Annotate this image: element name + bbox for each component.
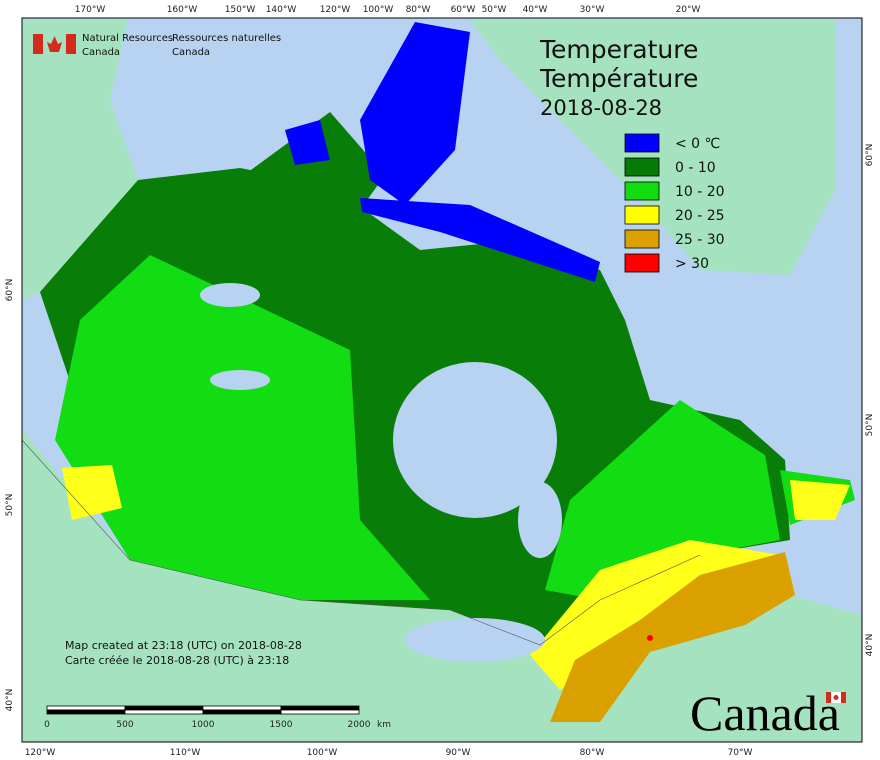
org-name: Canada bbox=[172, 47, 210, 58]
longitude-label: 140°W bbox=[266, 5, 297, 15]
longitude-label: 60°W bbox=[451, 5, 476, 15]
scale-segment bbox=[202, 705, 282, 711]
title: Température bbox=[539, 64, 698, 93]
zone-below-0-strip bbox=[360, 198, 600, 282]
scale-label: 2000 bbox=[348, 720, 371, 730]
alaska bbox=[22, 20, 138, 300]
legend-swatch bbox=[624, 133, 660, 153]
flag-band bbox=[66, 34, 76, 54]
legend-label: 10 - 20 bbox=[675, 184, 725, 200]
latitude-label: 40°N bbox=[5, 689, 15, 712]
longitude-label: 110°W bbox=[170, 748, 201, 758]
legend-label: 20 - 25 bbox=[675, 208, 725, 224]
longitude-label: 100°W bbox=[307, 748, 338, 758]
scale-label: 500 bbox=[116, 720, 133, 730]
legend-label: < 0 ℃ bbox=[675, 136, 720, 152]
scale-segment bbox=[46, 705, 126, 711]
longitude-label: 70°W bbox=[728, 748, 753, 758]
legend-swatch bbox=[624, 229, 660, 249]
us-land bbox=[22, 430, 862, 742]
great-slave-lake bbox=[210, 370, 270, 390]
frame bbox=[21, 17, 863, 743]
longitude-label: 50°W bbox=[482, 5, 507, 15]
scale-segment bbox=[280, 709, 360, 715]
zone-20-25-bc bbox=[62, 465, 122, 520]
org-name: Ressources naturelles bbox=[172, 33, 281, 44]
latitude-label: 50°N bbox=[865, 414, 875, 437]
scale-segment bbox=[124, 705, 204, 711]
latitude-label: 60°N bbox=[865, 144, 875, 167]
legend-swatch bbox=[624, 253, 660, 273]
longitude-label: 80°W bbox=[406, 5, 431, 15]
border bbox=[21, 439, 701, 646]
great-lakes bbox=[405, 618, 545, 662]
zone-20-25-nl bbox=[790, 480, 850, 520]
zone-10-20 bbox=[55, 255, 430, 600]
org-name: Canada bbox=[82, 47, 120, 58]
longitude-label: 30°W bbox=[580, 5, 605, 15]
longitude-label: 170°W bbox=[75, 5, 106, 15]
scale-segment bbox=[280, 705, 360, 711]
scale-label: 1500 bbox=[270, 720, 293, 730]
scale-label: 0 bbox=[44, 720, 50, 730]
zone-below-0 bbox=[360, 22, 470, 205]
hudson-bay bbox=[393, 362, 557, 518]
longitude-label: 100°W bbox=[363, 5, 394, 15]
longitude-label: 120°W bbox=[320, 5, 351, 15]
wordmark-flag bbox=[833, 695, 839, 700]
map-area bbox=[21, 17, 863, 743]
legend-label: > 30 bbox=[675, 256, 709, 272]
date: 2018-08-28 bbox=[540, 96, 662, 120]
longitude-label: 160°W bbox=[167, 5, 198, 15]
org-name: Natural Resources bbox=[82, 33, 173, 44]
wordmark: Canada bbox=[690, 685, 840, 741]
latitude-label: 60°N bbox=[5, 279, 15, 302]
flag-band bbox=[33, 34, 43, 54]
longitude-label: 120°W bbox=[25, 748, 56, 758]
longitude-label: 40°W bbox=[523, 5, 548, 15]
scale-segment bbox=[46, 709, 126, 715]
legend-label: 25 - 30 bbox=[675, 232, 725, 248]
footer-note: Carte créée le 2018-08-28 (UTC) à 23:18 bbox=[65, 654, 289, 667]
scale-segment bbox=[124, 709, 204, 715]
james-bay bbox=[518, 482, 562, 558]
title: Temperature bbox=[539, 35, 698, 64]
scale-label: 1000 bbox=[192, 720, 215, 730]
zone-0-10-islands bbox=[240, 112, 385, 238]
longitude-label: 150°W bbox=[225, 5, 256, 15]
zone-25-30 bbox=[550, 552, 795, 722]
latitude-label: 50°N bbox=[5, 494, 15, 517]
zone-below-0-west bbox=[285, 120, 330, 165]
great-bear-lake bbox=[200, 283, 260, 307]
latitude-label: 40°N bbox=[865, 634, 875, 657]
legend-swatch bbox=[624, 205, 660, 225]
scale-segment bbox=[202, 709, 282, 715]
longitude-label: 20°W bbox=[676, 5, 701, 15]
legend-swatch bbox=[624, 157, 660, 177]
longitude-label: 90°W bbox=[446, 748, 471, 758]
footer-note: Map created at 23:18 (UTC) on 2018-08-28 bbox=[65, 639, 302, 652]
longitude-label: 80°W bbox=[580, 748, 605, 758]
scale-unit: km bbox=[377, 720, 391, 730]
legend-swatch bbox=[624, 181, 660, 201]
flag-leaf bbox=[47, 36, 62, 52]
zone-above-30 bbox=[647, 635, 653, 641]
legend-label: 0 - 10 bbox=[675, 160, 716, 176]
header: Natural Resources Canada Ressources natu… bbox=[33, 33, 281, 58]
